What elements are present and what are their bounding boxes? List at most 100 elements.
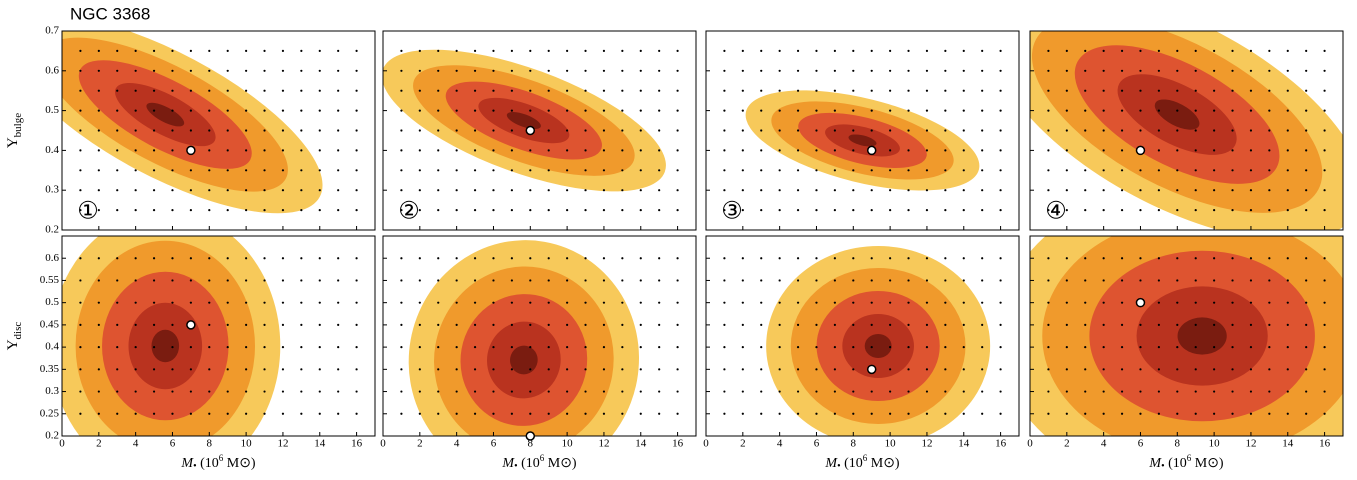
grid-dot <box>741 189 744 192</box>
grid-dot <box>437 346 440 349</box>
grid-dot <box>741 109 744 112</box>
grid-dot <box>566 390 569 393</box>
grid-dot <box>263 346 266 349</box>
grid-dot <box>337 390 340 393</box>
x-label-text: (10 <box>518 456 540 471</box>
grid-dot <box>400 390 403 393</box>
grid-dot <box>1139 109 1142 112</box>
grid-dot <box>658 368 661 371</box>
grid-dot <box>889 69 892 72</box>
grid-dot <box>1065 69 1068 72</box>
grid-dot <box>602 109 606 112</box>
grid-dot <box>944 89 947 92</box>
grid-dot <box>418 49 421 53</box>
grid-dot <box>796 109 800 112</box>
x-label-unit: M⊙) <box>867 456 900 471</box>
grid-dot <box>1102 169 1105 172</box>
grid-dot <box>796 390 800 393</box>
grid-dot <box>741 368 744 371</box>
grid-dot <box>981 412 984 415</box>
grid-dot <box>1139 209 1142 212</box>
grid-dot <box>944 109 947 112</box>
grid-dot <box>189 49 192 53</box>
grid-dot <box>529 189 532 192</box>
grid-dot <box>492 149 495 152</box>
grid-dot <box>925 368 929 371</box>
grid-dot <box>1194 89 1197 92</box>
grid-dot <box>1084 129 1087 132</box>
grid-dot <box>760 189 763 192</box>
grid-dot <box>300 69 303 72</box>
grid-dot <box>245 49 248 53</box>
grid-dot <box>1231 390 1234 393</box>
grid-dot <box>473 257 477 260</box>
grid-dot <box>300 368 303 371</box>
grid-dot <box>529 323 532 326</box>
grid-dot <box>473 209 477 212</box>
grid-dot <box>400 279 403 282</box>
grid-dot <box>1249 129 1253 132</box>
grid-dot <box>1084 49 1087 53</box>
grid-dot <box>189 390 192 393</box>
grid-dot <box>1231 149 1234 152</box>
grid-dot <box>1084 257 1087 260</box>
grid-dot <box>1176 189 1179 192</box>
grid-dot <box>263 209 266 212</box>
grid-dot <box>584 89 587 92</box>
grid-dot <box>226 129 229 132</box>
grid-dot <box>152 390 156 393</box>
grid-dot <box>318 257 321 260</box>
grid-dot <box>152 129 156 132</box>
grid-dot <box>833 368 836 371</box>
grid-dot <box>833 169 836 172</box>
grid-dot <box>1176 49 1179 53</box>
x-tick-label: 14 <box>635 438 647 450</box>
grid-dot <box>1323 129 1326 132</box>
grid-dot <box>723 69 726 72</box>
grid-dot <box>547 129 550 132</box>
grid-dot <box>1323 69 1326 72</box>
grid-dot <box>602 129 606 132</box>
grid-dot <box>1176 368 1179 371</box>
grid-dot <box>778 346 781 349</box>
grid-dot <box>796 301 800 304</box>
grid-dot <box>189 209 192 212</box>
grid-dot <box>355 390 358 393</box>
grid-dot <box>318 69 321 72</box>
x-tick-label: 10 <box>885 438 897 450</box>
grid-dot <box>208 257 211 260</box>
grid-dot <box>944 346 947 349</box>
grid-dot <box>815 169 818 172</box>
grid-dot <box>300 279 303 282</box>
grid-dot <box>152 69 156 72</box>
grid-dot <box>1286 169 1289 172</box>
x-label-symbol: M <box>501 456 515 471</box>
grid-dot <box>833 323 836 326</box>
best-fit-point <box>866 145 877 156</box>
grid-dot <box>97 323 100 326</box>
grid-dot <box>925 149 929 152</box>
grid-dot <box>1305 189 1308 192</box>
grid-dot <box>245 69 248 72</box>
grid-dot <box>318 49 321 53</box>
grid-dot <box>134 412 137 415</box>
grid-dot <box>566 257 569 260</box>
grid-dot <box>981 346 984 349</box>
grid-dot <box>116 149 119 152</box>
grid-dot <box>355 169 358 172</box>
best-fit-point <box>525 125 536 136</box>
x-tick-label: 10 <box>241 438 253 450</box>
grid-dot <box>547 390 550 393</box>
grid-dot <box>281 390 285 393</box>
grid-dot <box>1286 346 1289 349</box>
grid-dot <box>852 89 855 92</box>
grid-dot <box>621 301 624 304</box>
grid-dot <box>778 390 781 393</box>
grid-dot <box>944 49 947 53</box>
grid-dot <box>889 368 892 371</box>
grid-dot <box>1249 209 1253 212</box>
x-tick-label: 12 <box>277 438 288 450</box>
grid-dot <box>300 169 303 172</box>
grid-dot <box>226 257 229 260</box>
grid-dot <box>778 169 781 172</box>
